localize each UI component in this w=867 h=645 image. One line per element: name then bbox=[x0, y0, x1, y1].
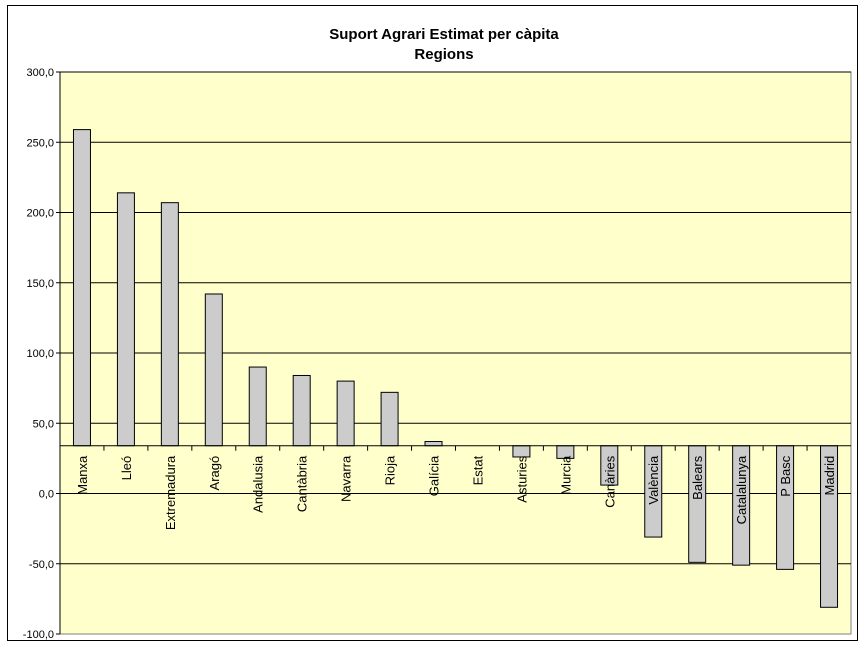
bar-7 bbox=[380, 391, 399, 447]
category-label-9: Estat bbox=[470, 455, 485, 485]
y-axis-ticks: -100,0 -50,0 0,0 50,0 100,0 150,0 200,0 250,0 30… bbox=[23, 67, 61, 641]
category-label-2: Extremadura bbox=[163, 455, 178, 530]
bar-3 bbox=[204, 293, 223, 447]
y-tick-label: -100,0 bbox=[23, 629, 54, 641]
bar-2 bbox=[160, 202, 179, 447]
gridlines bbox=[60, 71, 851, 565]
y-tick-label: 200,0 bbox=[26, 208, 54, 220]
category-label-14: Balears bbox=[690, 455, 705, 500]
category-label-4: Andalusia bbox=[251, 455, 266, 513]
category-label-16: P Basc bbox=[778, 455, 793, 496]
category-label-15: Catalalunya bbox=[734, 455, 749, 524]
category-label-7: Rioja bbox=[383, 455, 398, 485]
y-tick-label: 300,0 bbox=[26, 67, 54, 79]
bars bbox=[72, 129, 839, 608]
x-axis bbox=[59, 445, 851, 451]
category-label-6: Navarra bbox=[339, 455, 354, 502]
y-tick-label: 0,0 bbox=[39, 489, 54, 501]
category-label-1: Lleó bbox=[119, 456, 134, 481]
chart-frame: Suport Agrari Estimat per càpita Regions… bbox=[7, 5, 858, 641]
category-label-12: Canàries bbox=[602, 455, 617, 508]
chart-title: Suport Agrari Estimat per càpita bbox=[329, 26, 559, 43]
bar-6 bbox=[336, 380, 355, 447]
category-label-3: Aragó bbox=[207, 456, 222, 491]
category-label-11: Murcia bbox=[558, 455, 573, 495]
chart-subtitle: Regions bbox=[414, 46, 473, 63]
y-tick-label: 250,0 bbox=[26, 137, 54, 149]
bar-1 bbox=[116, 192, 135, 447]
category-labels: Manxa Lleó Extremadura Aragó Andalusia Cantàb… bbox=[75, 455, 837, 530]
bar-5 bbox=[292, 374, 311, 447]
bar-4 bbox=[248, 366, 267, 447]
category-label-17: Madrid bbox=[822, 456, 837, 496]
bar-0 bbox=[72, 129, 91, 447]
y-tick-label: 50,0 bbox=[33, 418, 54, 430]
y-tick-label: 100,0 bbox=[26, 348, 54, 360]
bar-8 bbox=[424, 441, 443, 447]
y-tick-label: 150,0 bbox=[26, 278, 54, 290]
category-label-13: València bbox=[646, 455, 661, 505]
bar-10 bbox=[512, 445, 531, 458]
y-tick-label: -50,0 bbox=[29, 559, 54, 571]
category-label-5: Cantàbria bbox=[295, 455, 310, 512]
category-label-8: Galícia bbox=[427, 455, 442, 496]
category-label-10: Asturies bbox=[514, 455, 529, 502]
chart-svg: Suport Agrari Estimat per càpita Regions… bbox=[23, 26, 852, 641]
category-label-0: Manxa bbox=[75, 455, 90, 495]
